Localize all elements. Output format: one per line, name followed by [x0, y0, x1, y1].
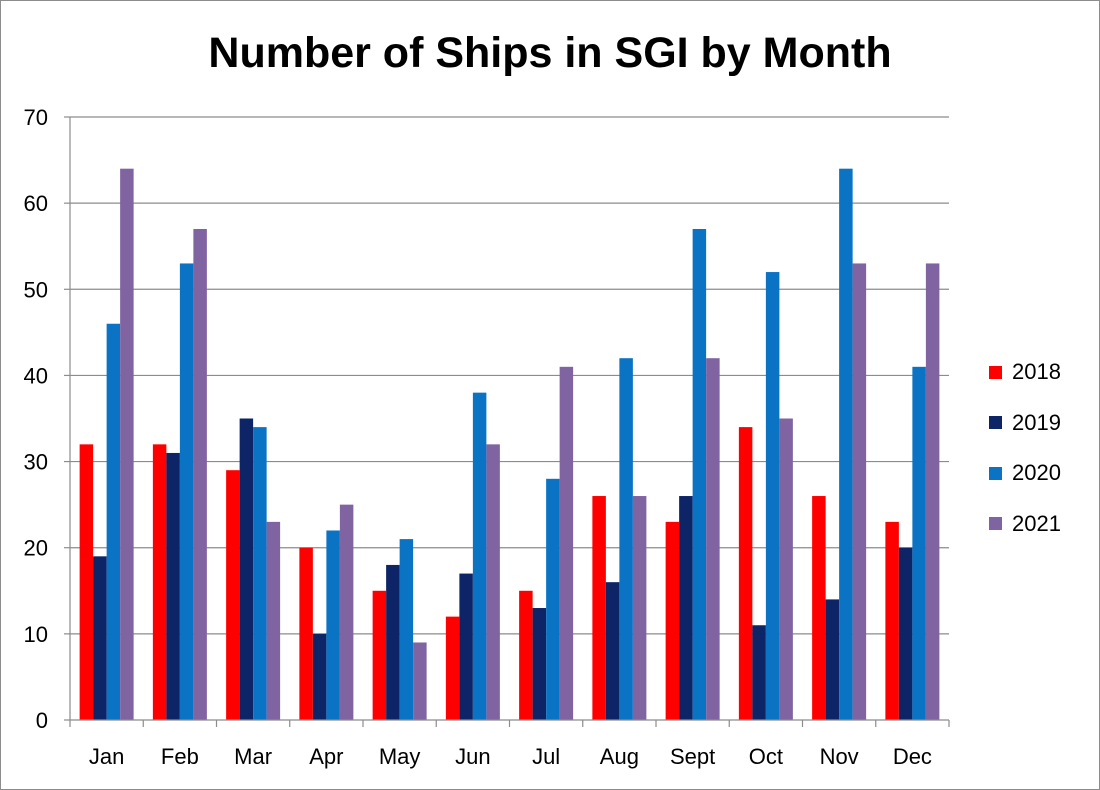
legend-swatch	[989, 517, 1002, 531]
bar-2018-nov	[812, 496, 826, 720]
bar-2019-oct	[752, 625, 766, 720]
y-tick-label: 70	[24, 105, 48, 130]
chart-title: Number of Ships in SGI by Month	[208, 29, 892, 77]
bar-2020-jan	[106, 323, 121, 720]
bar-2019-jan	[93, 556, 107, 720]
x-tick-label: Aug	[600, 744, 639, 769]
axes	[64, 116, 950, 727]
bar-2019-dec	[898, 547, 913, 720]
x-tick-label: Jul	[532, 744, 560, 769]
x-tick-label: Apr	[309, 744, 343, 769]
bar-2019-apr	[312, 633, 327, 720]
legend-item: 2021	[989, 499, 1061, 550]
gridlines	[70, 116, 949, 635]
legend-item: 2018	[989, 347, 1061, 398]
bar-2018-jun	[445, 616, 460, 720]
legend-label: 2021	[1012, 510, 1061, 536]
bar-2018-jul	[519, 590, 533, 720]
bar-2020-oct	[765, 272, 780, 720]
bar-2020-may	[399, 539, 414, 720]
bar-2018-may	[372, 590, 387, 720]
bar-2020-sept	[692, 228, 707, 720]
bar-2020-mar	[253, 427, 267, 720]
bar-2021-feb	[193, 228, 207, 720]
x-tick-label: Oct	[749, 744, 783, 769]
bar-2021-may	[413, 642, 427, 720]
x-tick-label: Jan	[89, 744, 124, 769]
legend-item: 2019	[989, 398, 1061, 449]
x-tick-label: Feb	[161, 744, 199, 769]
bar-2020-jul	[546, 478, 560, 720]
bar-2020-jun	[472, 392, 487, 720]
legend-item: 2020	[989, 448, 1061, 499]
y-tick-label: 30	[24, 450, 48, 475]
legend-swatch	[989, 416, 1002, 430]
bar-2020-aug	[619, 358, 633, 720]
bar-2018-jan	[79, 444, 94, 720]
bar-series-group	[79, 168, 940, 720]
bar-2021-apr	[339, 504, 354, 720]
y-tick-label: 50	[24, 277, 48, 302]
y-tick-label: 60	[24, 191, 48, 216]
bar-2020-apr	[326, 530, 340, 720]
bar-2018-aug	[592, 496, 606, 720]
x-tick-label: May	[379, 744, 421, 769]
y-tick-label: 40	[24, 363, 48, 388]
x-tick-label: Jun	[455, 744, 490, 769]
bar-2019-jul	[532, 608, 547, 720]
legend-label: 2020	[1012, 460, 1061, 486]
bar-2020-dec	[912, 366, 926, 720]
bar-2019-may	[386, 564, 400, 720]
bar-2021-mar	[266, 521, 281, 720]
legend-swatch	[989, 466, 1002, 480]
y-tick-label: 0	[36, 708, 48, 733]
bar-2021-jul	[559, 366, 574, 720]
bar-2018-feb	[152, 444, 167, 720]
bar-2019-sept	[679, 496, 693, 720]
bar-2021-oct	[779, 418, 793, 720]
bar-2021-sept	[706, 358, 720, 720]
bar-2021-jan	[120, 168, 134, 720]
y-tick-label: 10	[24, 622, 48, 647]
tick-labels: 0 10 20 30 40 50 60 70 Jan Feb Mar Apr May Jun Jul Aug S…	[24, 105, 932, 769]
bar-2019-nov	[825, 599, 840, 720]
bar-2021-nov	[852, 263, 867, 720]
bar-2021-aug	[632, 496, 647, 720]
bar-2018-mar	[226, 470, 240, 720]
bar-2018-sept	[665, 521, 680, 720]
bar-2019-feb	[166, 452, 180, 720]
bar-2020-nov	[839, 168, 853, 720]
bar-2021-dec	[925, 263, 940, 720]
x-tick-label: Mar	[234, 744, 272, 769]
bar-2020-feb	[179, 263, 194, 720]
legend-swatch	[989, 365, 1002, 379]
legend: 2018 2019 2020 2021	[989, 347, 1061, 549]
bar-2019-aug	[605, 582, 620, 720]
x-tick-label: Nov	[820, 744, 859, 769]
legend-label: 2018	[1012, 359, 1061, 385]
bar-2018-apr	[299, 547, 313, 720]
x-tick-label: Dec	[893, 744, 932, 769]
bar-2018-oct	[738, 427, 753, 720]
bar-2019-mar	[239, 418, 254, 720]
bar-2021-jun	[486, 444, 500, 720]
y-tick-label: 20	[24, 536, 48, 561]
bar-2019-jun	[459, 573, 473, 720]
x-tick-label: Sept	[670, 744, 715, 769]
bar-2018-dec	[885, 521, 899, 720]
legend-label: 2019	[1012, 409, 1061, 435]
